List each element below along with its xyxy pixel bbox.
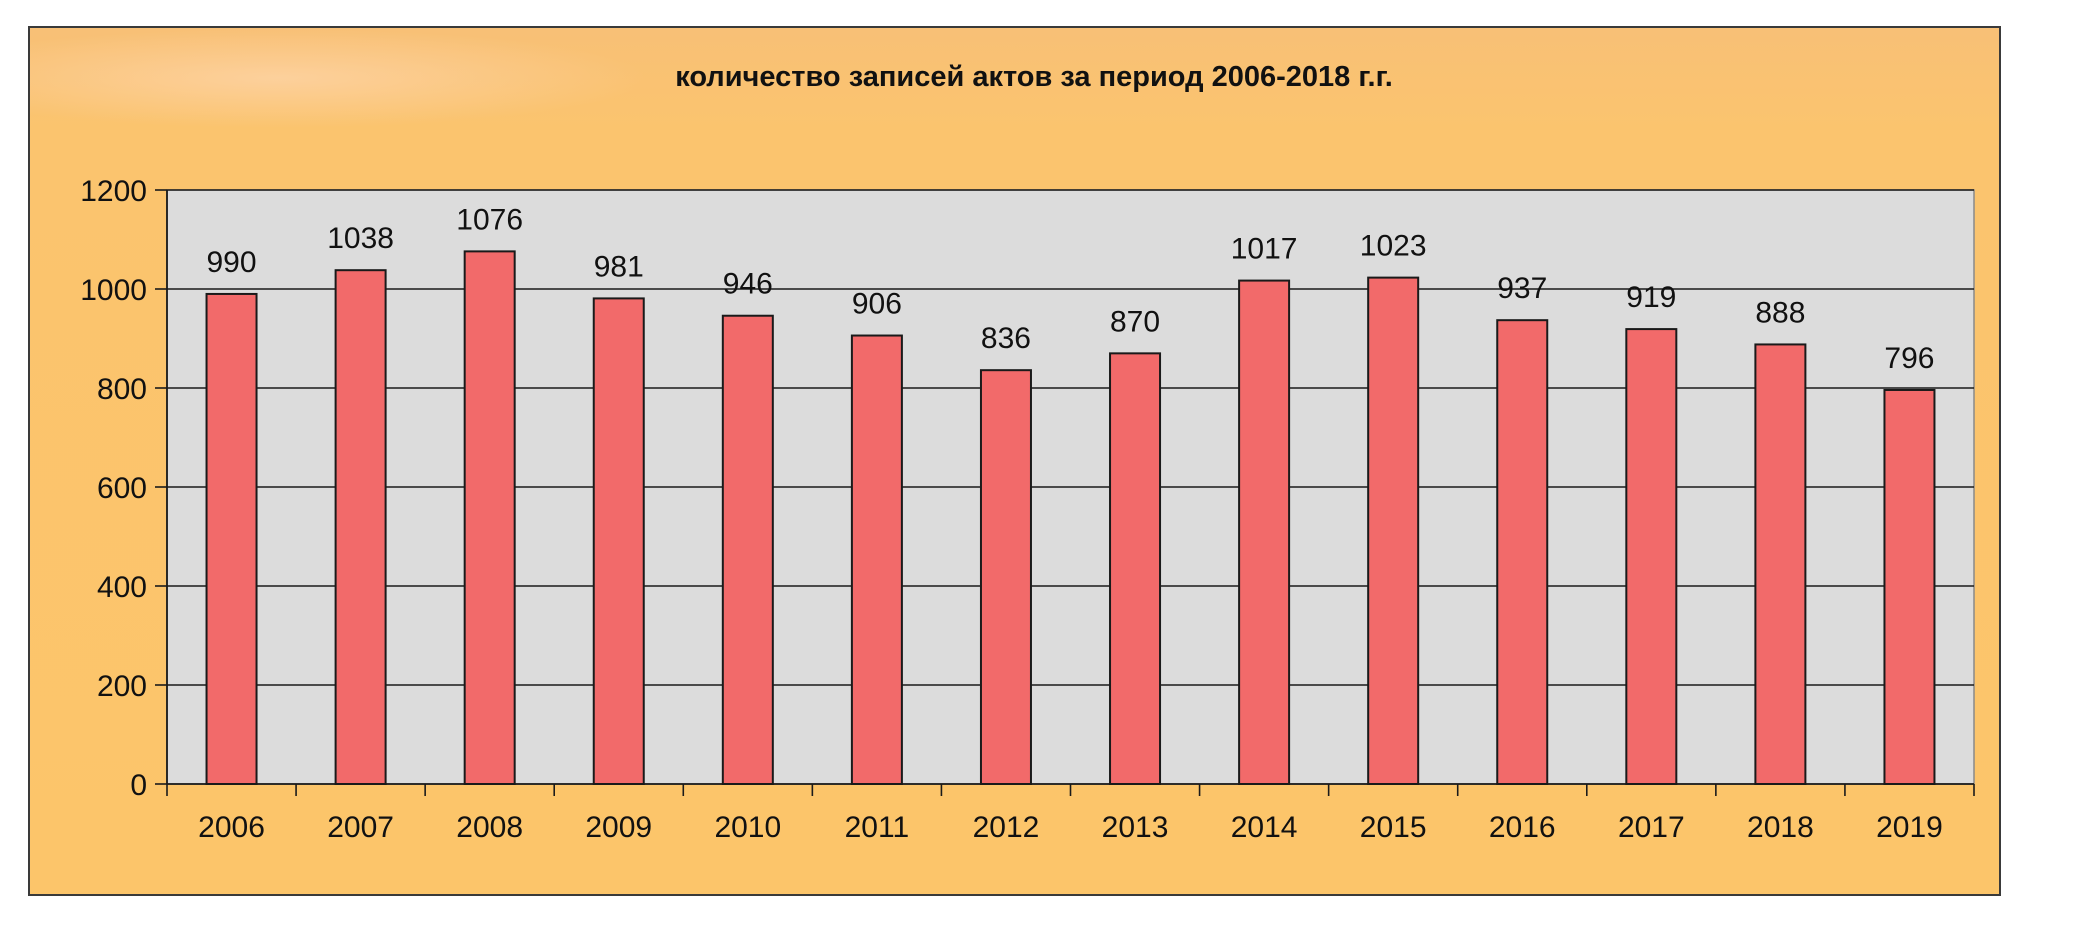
- data-label-2019: 796: [1884, 342, 1934, 375]
- y-tick-label: 400: [97, 571, 147, 604]
- bar-2015: [1367, 276, 1420, 786]
- x-tick-label-2013: 2013: [1102, 811, 1169, 844]
- y-tick-label: 600: [97, 472, 147, 505]
- bar-2010: [721, 314, 774, 785]
- data-label-2011: 906: [852, 288, 902, 321]
- data-label-2008: 1076: [456, 203, 523, 236]
- bar-2016: [1496, 319, 1549, 785]
- data-label-2006: 990: [207, 246, 257, 279]
- x-tick-label-2014: 2014: [1231, 811, 1298, 844]
- x-tick-label-2017: 2017: [1618, 811, 1685, 844]
- x-tick-label-2012: 2012: [973, 811, 1040, 844]
- bar-2017: [1625, 328, 1678, 785]
- data-label-2016: 937: [1497, 272, 1547, 305]
- bars: [205, 250, 1936, 786]
- bar-2009: [592, 297, 645, 785]
- y-tick-label: 1200: [80, 175, 147, 208]
- x-tick-label-2010: 2010: [714, 811, 781, 844]
- bar-2006: [205, 292, 258, 785]
- chart-title: количество записей актов за период 2006-…: [675, 61, 1393, 93]
- x-tick-label-2016: 2016: [1489, 811, 1556, 844]
- y-tick-label: 200: [97, 670, 147, 703]
- axes: [155, 189, 1975, 796]
- bar-2007: [334, 269, 387, 785]
- data-label-2013: 870: [1110, 305, 1160, 338]
- x-tick-label-2006: 2006: [198, 811, 265, 844]
- x-tick-label-2007: 2007: [327, 811, 394, 844]
- y-tick-label: 0: [130, 769, 147, 802]
- bar-2013: [1109, 352, 1162, 785]
- x-tick-label-2019: 2019: [1876, 811, 1943, 844]
- data-label-2017: 919: [1626, 281, 1676, 314]
- bar-2011: [850, 334, 903, 785]
- x-tick-label-2015: 2015: [1360, 811, 1427, 844]
- labels: 0 200 400 600 800 1000 1200 990 2006 1038 2007 1076…: [80, 175, 1943, 844]
- y-tick-label: 800: [97, 373, 147, 406]
- data-label-2012: 836: [981, 322, 1031, 355]
- bar-2012: [979, 369, 1032, 785]
- data-label-2009: 981: [594, 250, 644, 283]
- x-tick-label-2008: 2008: [456, 811, 523, 844]
- data-label-2014: 1017: [1231, 233, 1298, 266]
- bar-2008: [463, 250, 516, 785]
- chart-frame: количество записей актов за период 2006-…: [28, 26, 2001, 896]
- bar-2018: [1754, 343, 1807, 785]
- bar-2014: [1238, 279, 1291, 786]
- data-label-2018: 888: [1755, 296, 1805, 329]
- data-label-2010: 946: [723, 268, 773, 301]
- x-tick-label-2011: 2011: [845, 811, 910, 844]
- bar-chart: количество записей актов за период 2006-…: [80, 61, 1975, 844]
- x-tick-label-2018: 2018: [1747, 811, 1814, 844]
- bar-2019: [1883, 388, 1936, 785]
- x-tick-label-2009: 2009: [585, 811, 652, 844]
- y-tick-label: 1000: [80, 274, 147, 307]
- data-label-2015: 1023: [1360, 230, 1427, 263]
- data-label-2007: 1038: [327, 222, 394, 255]
